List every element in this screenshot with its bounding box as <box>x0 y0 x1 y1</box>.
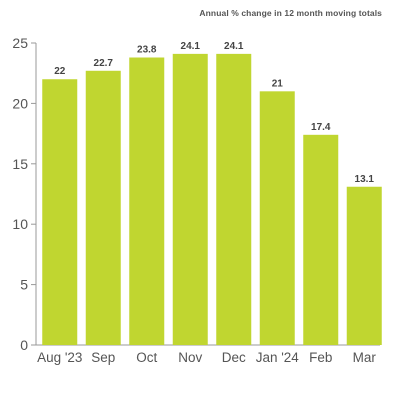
x-tick-label: Mar <box>353 350 377 365</box>
y-tick-label: 0 <box>20 337 28 353</box>
x-axis-ticks: Aug '23 Sep Oct Nov Dec Jan '24 Feb Mar <box>37 350 376 365</box>
bar-value-label: 17.4 <box>311 122 331 133</box>
bar <box>346 186 382 345</box>
x-tick-label: Sep <box>91 350 115 365</box>
bar-value-label: 22 <box>54 66 66 77</box>
data-labels: 22 22.7 23.8 24.1 24.1 21 17.4 13.1 <box>54 41 374 185</box>
x-tick-label: Dec <box>222 350 246 365</box>
x-tick-label: Aug '23 <box>37 350 82 365</box>
bar <box>172 53 208 346</box>
bar-value-label: 24.1 <box>224 41 244 52</box>
bar-value-label: 23.8 <box>137 45 157 56</box>
y-tick-label: 5 <box>20 277 28 293</box>
y-tick-label: 20 <box>12 95 28 111</box>
bar <box>303 134 339 345</box>
bar <box>129 57 165 345</box>
x-tick-label: Jan '24 <box>256 350 300 365</box>
bar-value-label: 24.1 <box>181 41 201 52</box>
bar <box>42 79 78 346</box>
y-tick-label: 25 <box>12 35 28 51</box>
y-tick-label: 15 <box>12 156 28 172</box>
chart-subtitle: Annual % change in 12 month moving total… <box>199 8 382 18</box>
x-tick-label: Feb <box>309 350 332 365</box>
bars <box>42 53 382 346</box>
bar-value-label: 13.1 <box>355 174 375 185</box>
x-tick-label: Oct <box>136 350 157 365</box>
bar <box>259 91 295 345</box>
bar <box>216 53 252 346</box>
x-tick-label: Nov <box>178 350 202 365</box>
y-axis-ticks: 0 5 10 15 20 25 <box>12 35 36 353</box>
bar <box>85 70 121 345</box>
y-tick-label: 10 <box>12 216 28 232</box>
bar-value-label: 21 <box>272 78 284 89</box>
bar-value-label: 22.7 <box>94 58 114 69</box>
